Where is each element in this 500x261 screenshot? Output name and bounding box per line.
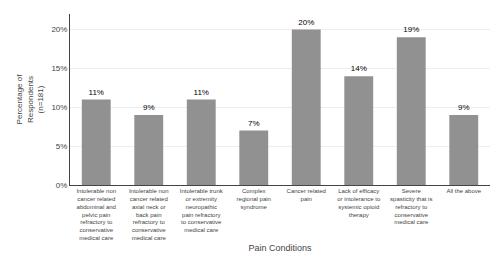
svg-text:Severespasticity that isrefrac: Severespasticity that isrefractory tocon… [390, 188, 432, 225]
svg-text:Intolerable noncancer relateda: Intolerable noncancer relatedaxial neck … [129, 188, 169, 241]
svg-text:5%: 5% [56, 142, 68, 151]
svg-text:10%: 10% [51, 103, 67, 112]
svg-text:19%: 19% [403, 25, 419, 34]
svg-text:0%: 0% [56, 181, 68, 190]
svg-text:Cancer relatedpain: Cancer relatedpain [287, 188, 326, 202]
svg-text:14%: 14% [351, 64, 367, 73]
svg-text:Intolerable trunkor extremityn: Intolerable trunkor extremityneuropathic… [180, 188, 224, 233]
svg-text:Intolerable noncancer relateda: Intolerable noncancer relatedabdominal a… [76, 188, 116, 241]
svg-text:Pain Conditions: Pain Conditions [248, 243, 312, 253]
svg-text:11%: 11% [194, 88, 209, 97]
svg-text:9%: 9% [143, 103, 155, 112]
svg-text:All the above: All the above [446, 188, 481, 194]
svg-text:9%: 9% [458, 103, 470, 112]
svg-text:Complexregional painsyndrome: Complexregional painsyndrome [237, 188, 271, 210]
svg-text:7%: 7% [248, 119, 260, 128]
svg-text:Percentage ofRespondents(n=181: Percentage ofRespondents(n=181) [15, 74, 45, 125]
svg-text:15%: 15% [51, 64, 67, 73]
svg-text:Lack of efficacyor intolerance: Lack of efficacyor intolerance tosystemi… [337, 188, 381, 217]
svg-text:11%: 11% [89, 88, 104, 97]
svg-text:20%: 20% [51, 25, 67, 34]
svg-text:20%: 20% [298, 18, 314, 27]
